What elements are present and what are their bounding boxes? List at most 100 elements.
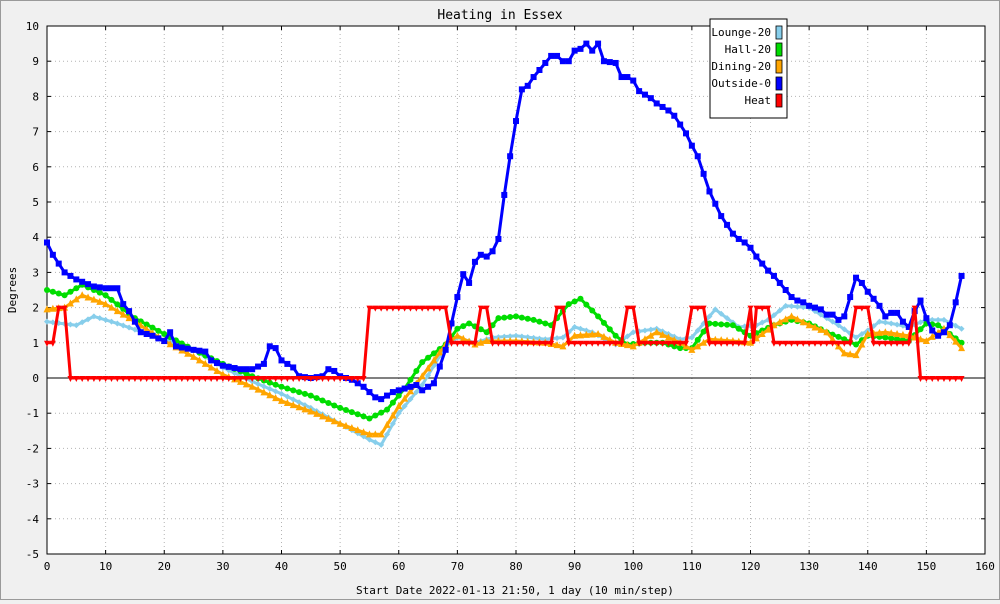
data-point <box>729 340 736 347</box>
data-point <box>208 357 215 364</box>
data-point <box>565 301 572 308</box>
data-point <box>507 340 514 347</box>
data-point <box>641 335 649 343</box>
data-point <box>823 328 831 336</box>
data-point <box>167 329 174 336</box>
data-point <box>61 292 68 299</box>
data-point <box>894 321 901 328</box>
x-tick-label: 90 <box>568 560 581 573</box>
legend-label: Heat <box>745 94 772 107</box>
data-point <box>289 401 297 409</box>
data-point <box>260 360 267 367</box>
data-point <box>858 331 865 337</box>
data-point <box>73 376 80 382</box>
data-point <box>389 305 396 312</box>
data-point <box>518 340 525 347</box>
x-tick-label: 150 <box>916 560 936 573</box>
data-point <box>753 253 760 260</box>
data-point <box>589 47 596 54</box>
data-point <box>565 340 572 347</box>
data-point <box>184 345 191 352</box>
data-point <box>413 305 420 312</box>
data-point <box>401 403 408 410</box>
data-point <box>788 312 796 320</box>
data-point <box>577 45 584 52</box>
data-point <box>647 326 654 333</box>
data-point <box>841 340 848 347</box>
data-point <box>102 300 110 308</box>
data-point <box>407 396 414 403</box>
data-point <box>671 112 678 119</box>
data-point <box>442 346 449 353</box>
data-point <box>102 316 109 323</box>
y-tick-label: 8 <box>32 90 39 103</box>
data-point <box>201 359 209 367</box>
data-point <box>536 67 543 73</box>
data-point <box>120 322 127 329</box>
x-axis-label: Start Date 2022-01-13 21:50, 1 day (10 m… <box>356 584 674 597</box>
data-point <box>348 409 355 416</box>
data-point <box>659 340 666 347</box>
data-point <box>231 376 238 382</box>
data-point <box>683 130 690 137</box>
x-tick-label: 160 <box>975 560 995 573</box>
data-point <box>354 376 361 382</box>
data-point <box>630 77 637 84</box>
data-point <box>595 340 602 347</box>
data-point <box>794 297 801 304</box>
data-point <box>389 411 397 419</box>
data-point <box>454 325 461 332</box>
data-point <box>835 333 842 340</box>
data-point <box>513 118 519 125</box>
legend-label: Lounge-20 <box>711 26 771 39</box>
data-point <box>67 272 74 279</box>
data-point <box>466 340 473 347</box>
data-point <box>395 402 403 410</box>
data-point <box>935 332 942 339</box>
data-point <box>501 191 508 198</box>
data-point <box>764 325 772 333</box>
data-point <box>296 399 303 406</box>
data-point <box>79 376 86 382</box>
x-tick-label: 110 <box>682 560 702 573</box>
data-point <box>107 303 115 311</box>
data-point <box>131 376 138 382</box>
data-point <box>700 328 707 335</box>
data-point <box>172 343 179 350</box>
data-point <box>424 364 432 372</box>
data-point <box>718 321 725 328</box>
data-point <box>647 340 654 347</box>
data-point <box>290 387 297 394</box>
data-point <box>741 239 748 246</box>
data-point <box>155 376 162 382</box>
data-point <box>847 294 854 301</box>
data-point <box>190 376 197 382</box>
data-point <box>365 430 373 438</box>
data-point <box>495 340 502 347</box>
data-point <box>894 309 901 316</box>
data-point <box>600 319 607 326</box>
data-point <box>272 388 279 395</box>
data-point <box>712 200 719 207</box>
data-point <box>636 88 643 95</box>
data-point <box>623 341 631 349</box>
data-point <box>125 314 133 322</box>
data-point <box>841 326 848 333</box>
data-point <box>788 340 795 347</box>
y-tick-label: -2 <box>26 442 39 455</box>
data-point <box>395 387 402 394</box>
data-point <box>553 341 561 349</box>
x-tick-label: 130 <box>799 560 819 573</box>
data-point <box>729 322 736 329</box>
data-point <box>495 315 502 322</box>
data-point <box>700 338 708 346</box>
x-tick-label: 20 <box>158 560 171 573</box>
data-point <box>882 334 889 341</box>
data-point <box>864 288 871 295</box>
data-point <box>483 329 490 336</box>
data-point <box>606 340 613 347</box>
data-point <box>618 340 625 347</box>
data-point <box>225 376 232 382</box>
data-point <box>530 340 537 347</box>
